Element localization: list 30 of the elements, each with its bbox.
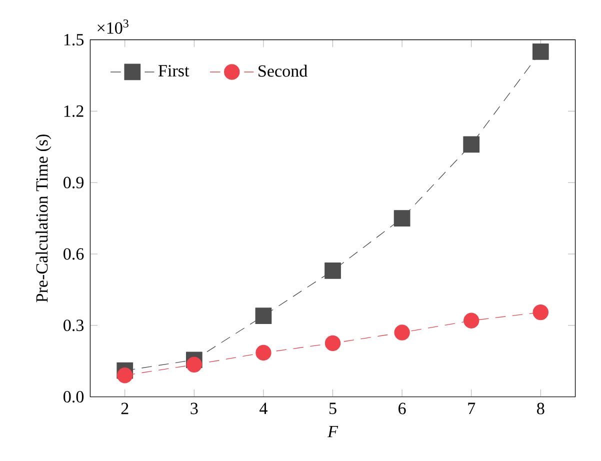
x-tick-label: 8 (537, 402, 544, 414)
x-tick-label: 7 (468, 402, 476, 414)
point (186, 356, 202, 373)
point (117, 368, 133, 384)
x-axis-title: F (327, 426, 338, 438)
point (463, 136, 480, 153)
point (324, 335, 341, 352)
point (532, 304, 548, 320)
y-tick-label: 0.9 (64, 176, 84, 188)
y-tick-label: 0.6 (64, 248, 84, 260)
x-tick-label: 4 (260, 402, 268, 414)
x-tick-label: 3 (190, 402, 198, 414)
point (464, 312, 480, 329)
x-tick-label: 2 (121, 402, 128, 414)
text: ×10$^{3}$ (98, 20, 128, 34)
y-axis-title: Pre-Calculation Time (s) (36, 134, 52, 302)
legend-label: Second (258, 64, 308, 77)
y-tick-label: 0.3 (64, 320, 84, 332)
legend-label: First (158, 65, 190, 77)
point (255, 308, 272, 324)
y-tick-label: 1.5 (64, 34, 84, 46)
point (394, 324, 410, 340)
point (532, 44, 549, 60)
x-tick-label: 6 (398, 402, 406, 414)
x-tick-label: 5 (329, 402, 336, 414)
y-tick-label: 0.0 (64, 391, 84, 403)
point (256, 345, 272, 361)
point (394, 210, 410, 227)
point (324, 262, 341, 279)
y-tick-label: 1.2 (64, 106, 84, 118)
